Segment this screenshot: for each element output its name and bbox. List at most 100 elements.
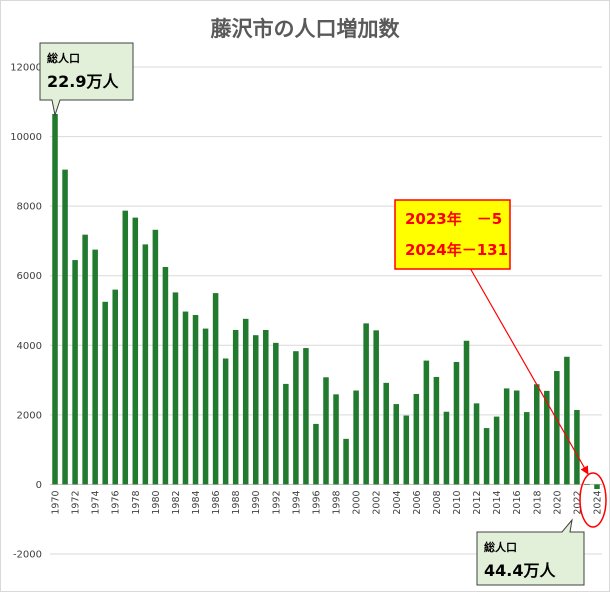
end-callout-value: 44.4万人 bbox=[484, 561, 556, 580]
x-tick-label: 2000 bbox=[352, 490, 363, 514]
bar-2015 bbox=[503, 388, 510, 485]
bar-1975 bbox=[102, 301, 108, 485]
y-tick-label: 12000 bbox=[10, 63, 42, 74]
x-tick-label: 2024 bbox=[592, 490, 603, 514]
highlight-box: 2023年 －5 2024年－131 bbox=[394, 199, 511, 270]
bar-1990 bbox=[252, 335, 259, 485]
end-callout: 総人口 44.4万人 bbox=[476, 518, 585, 586]
bar-2014 bbox=[493, 416, 500, 485]
x-tick-label: 2022 bbox=[572, 490, 583, 514]
bar-2010 bbox=[453, 361, 460, 485]
chart-title: 藤沢市の人口増加数 bbox=[210, 17, 401, 41]
start-callout-value: 22.9万人 bbox=[47, 72, 119, 91]
bar-2017 bbox=[523, 412, 530, 485]
bar-1973 bbox=[82, 234, 88, 485]
bar-2013 bbox=[483, 428, 490, 485]
x-tick-label: 1978 bbox=[131, 490, 142, 514]
highlight-line-1: 2023年 －5 bbox=[405, 210, 502, 228]
bars bbox=[52, 113, 600, 489]
bar-2005 bbox=[403, 415, 410, 485]
bar-1972 bbox=[72, 260, 78, 485]
x-tick-label: 1990 bbox=[251, 490, 262, 514]
bar-2011 bbox=[463, 340, 470, 485]
bar-2019 bbox=[544, 390, 550, 485]
x-tick-label: 2014 bbox=[492, 490, 503, 514]
bar-1995 bbox=[303, 348, 309, 485]
bar-2016 bbox=[513, 390, 520, 485]
y-tick-label: 10000 bbox=[10, 132, 42, 143]
x-tick-label: 1982 bbox=[171, 490, 182, 514]
x-tick-label: 1996 bbox=[311, 490, 322, 514]
bar-2018 bbox=[534, 384, 540, 485]
y-tick-label: 8000 bbox=[17, 202, 42, 213]
bar-1998 bbox=[333, 394, 339, 485]
x-tick-label: 1974 bbox=[91, 490, 102, 514]
x-tick-label: 2002 bbox=[372, 490, 383, 514]
bar-1983 bbox=[182, 311, 189, 485]
end-callout-label: 総人口 bbox=[484, 540, 517, 554]
y-tick-label: 2000 bbox=[17, 410, 42, 421]
x-tick-label: 2016 bbox=[512, 490, 523, 514]
bar-2001 bbox=[363, 323, 369, 485]
bar-1992 bbox=[273, 342, 279, 485]
start-callout-label: 総人口 bbox=[47, 51, 80, 65]
x-tick-label: 2020 bbox=[552, 490, 563, 514]
bar-1978 bbox=[132, 217, 139, 485]
y-tick-label: 0 bbox=[36, 480, 42, 491]
bar-1981 bbox=[162, 267, 169, 485]
bar-2007 bbox=[423, 360, 430, 485]
bar-1989 bbox=[242, 318, 249, 485]
highlight-ellipse bbox=[579, 472, 607, 528]
bar-1993 bbox=[283, 383, 289, 485]
y-tick-label: 4000 bbox=[17, 341, 42, 352]
bar-2004 bbox=[393, 404, 400, 485]
bar-1991 bbox=[263, 329, 269, 485]
highlight-arrow bbox=[469, 267, 589, 475]
x-tick-label: 2018 bbox=[532, 490, 543, 514]
x-tick-label: 1992 bbox=[271, 490, 282, 514]
y-axis-ticks: -2000 0 2000 4000 6000 8000 10000 12000 bbox=[10, 63, 42, 561]
x-tick-label: 2012 bbox=[472, 490, 483, 514]
bar-1970 bbox=[52, 113, 58, 485]
bar-2009 bbox=[443, 411, 450, 485]
bar-1988 bbox=[232, 329, 239, 485]
highlight-line-2: 2024年－131 bbox=[405, 241, 508, 259]
bar-1986 bbox=[212, 293, 219, 485]
bar-2020 bbox=[554, 371, 560, 485]
bar-1994 bbox=[293, 351, 299, 485]
x-tick-label: 1998 bbox=[332, 490, 343, 514]
bar-1976 bbox=[112, 289, 118, 485]
bar-1997 bbox=[323, 377, 329, 485]
bar-1971 bbox=[62, 169, 68, 485]
bar-2023 bbox=[584, 484, 590, 486]
bar-2008 bbox=[433, 376, 440, 485]
x-tick-label: 1988 bbox=[231, 490, 242, 514]
bar-2006 bbox=[413, 393, 420, 485]
x-tick-label: 2006 bbox=[412, 490, 423, 514]
bar-1979 bbox=[142, 244, 149, 485]
bar-1999 bbox=[343, 438, 349, 485]
bar-1985 bbox=[202, 328, 209, 485]
bar-1980 bbox=[152, 229, 159, 485]
bar-1982 bbox=[172, 292, 179, 485]
bar-2021 bbox=[564, 356, 570, 485]
bar-2024 bbox=[594, 484, 600, 489]
bar-2012 bbox=[473, 403, 480, 485]
start-callout: 総人口 22.9万人 bbox=[39, 42, 134, 117]
bar-2022 bbox=[574, 409, 580, 485]
x-tick-label: 1994 bbox=[291, 490, 302, 514]
x-tick-label: 1970 bbox=[51, 490, 62, 514]
x-tick-label: 2008 bbox=[432, 490, 443, 514]
bar-1987 bbox=[222, 358, 229, 485]
bar-2000 bbox=[353, 390, 359, 485]
x-tick-label: 2004 bbox=[392, 490, 403, 514]
bar-2002 bbox=[373, 330, 379, 485]
y-tick-label: -2000 bbox=[13, 550, 42, 561]
bar-1974 bbox=[92, 249, 98, 485]
bar-1996 bbox=[313, 423, 319, 485]
x-tick-label: 1986 bbox=[211, 490, 222, 514]
bar-1977 bbox=[122, 210, 129, 485]
bar-2003 bbox=[383, 382, 389, 485]
x-tick-label: 1972 bbox=[71, 490, 82, 514]
